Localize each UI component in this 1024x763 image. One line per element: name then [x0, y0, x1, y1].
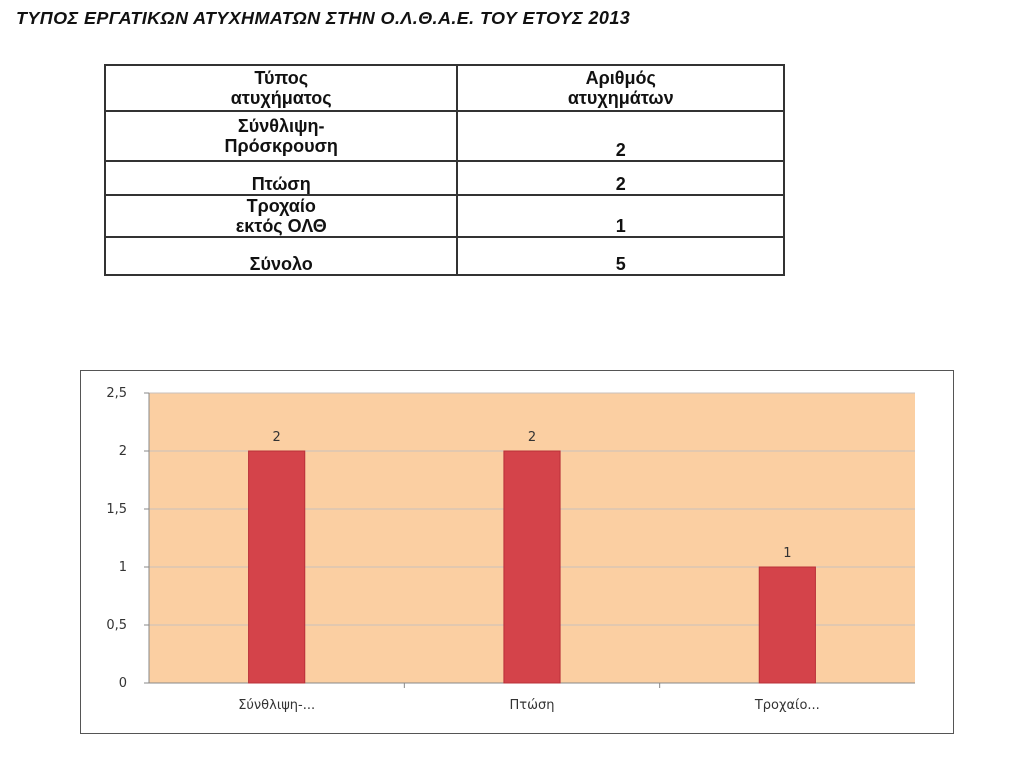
bar — [503, 450, 561, 684]
total-label: Σύνολο — [103, 236, 459, 276]
total-count: 5 — [456, 236, 785, 276]
row-3-count: 1 — [456, 194, 785, 238]
row-1-type-line-1: Σύνθλιψη- — [237, 116, 325, 136]
x-category-label: Σύνθλιψη-... — [238, 698, 315, 713]
page-title: ΤΥΠΟΣ ΕΡΓΑΤΙΚΩΝ ΑΤΥΧΗΜΑΤΩΝ ΣΤΗΝ Ο.Λ.Θ.Α.… — [16, 8, 631, 28]
chart-frame: 0 0,5 1 1,5 2 2,5 2 Σύνθλιψη-... 2 Πτώση 1 Τροχαίο.… — [80, 370, 954, 734]
header-type-line-1: Τύπος — [254, 68, 309, 88]
header-accident-count: Αριθμός ατυχημάτων — [456, 64, 785, 112]
y-tick-label: 2 — [119, 444, 127, 459]
x-category-label: Πτώση — [510, 698, 555, 713]
bar-chart: 0 0,5 1 1,5 2 2,5 2 Σύνθλιψη-... 2 Πτώση 1 Τροχαίο.… — [106, 386, 915, 713]
row-2-count: 2 — [456, 160, 785, 196]
row-1-count: 2 — [456, 110, 785, 162]
data-label: 2 — [528, 430, 536, 445]
table-row: Τροχαίο εκτός ΟΛΘ 1 — [103, 194, 785, 238]
row-3-type-line-2: εκτός ΟΛΘ — [235, 216, 327, 236]
y-tick-label: 0,5 — [106, 618, 127, 633]
table-total-row: Σύνολο 5 — [103, 236, 785, 276]
header-accident-type: Τύπος ατυχήματος — [103, 64, 459, 112]
table-row: Σύνθλιψη- Πρόσκρουση 2 — [103, 110, 785, 162]
x-category-label: Τροχαίο... — [754, 698, 820, 713]
row-2-type: Πτώση — [103, 160, 459, 196]
header-type-line-2: ατυχήματος — [230, 88, 332, 108]
bar — [758, 566, 816, 684]
accidents-table: Τύπος ατυχήματος Αριθμός ατυχημάτων Σύνθ… — [103, 64, 785, 276]
data-label: 2 — [273, 430, 281, 445]
row-type-cell: Τροχαίο εκτός ΟΛΘ — [103, 194, 459, 238]
bar — [248, 450, 306, 684]
row-3-type-line-1: Τροχαίο — [246, 196, 316, 216]
y-tick-label: 0 — [119, 676, 127, 691]
header-count-line-1: Αριθμός — [585, 68, 656, 88]
y-tick-label: 1 — [119, 560, 127, 575]
y-tick-label: 1,5 — [106, 502, 127, 517]
data-label: 1 — [783, 546, 791, 561]
row-1-type-line-2: Πρόσκρουση — [224, 136, 338, 156]
header-count-line-2: ατυχημάτων — [567, 88, 674, 108]
y-tick-label: 2,5 — [106, 386, 127, 401]
row-type-cell: Σύνθλιψη- Πρόσκρουση — [103, 110, 459, 162]
table-row: Πτώση 2 — [103, 160, 785, 196]
table-header-row: Τύπος ατυχήματος Αριθμός ατυχημάτων — [103, 64, 785, 112]
